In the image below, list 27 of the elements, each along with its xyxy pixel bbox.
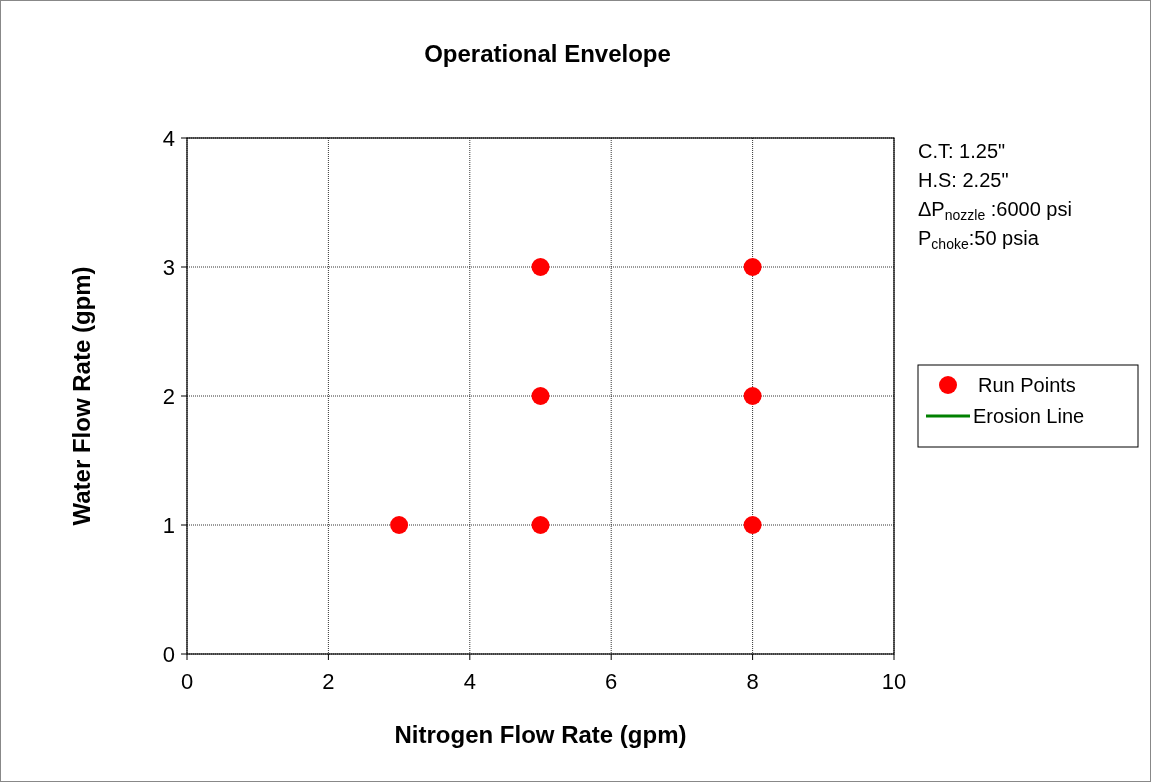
point — [743, 258, 762, 276]
x-tick-label: 8 — [746, 669, 759, 694]
x-tick-label: 0 — [180, 669, 194, 694]
text: C.T: 1.25" — [918, 140, 1006, 162]
y-tick-label: 1 — [162, 513, 175, 538]
x-tick-label: 10 — [881, 669, 907, 694]
y-tick-label: 3 — [162, 255, 175, 280]
point — [390, 516, 409, 534]
point — [743, 387, 762, 405]
y-tick-label: 2 — [162, 384, 175, 409]
text: ΔP$_{nozzle}$ :6000 psi — [918, 198, 1072, 223]
point — [531, 516, 550, 534]
x-tick-label: 4 — [463, 669, 476, 694]
text: H.S: 2.25" — [918, 169, 1009, 191]
point — [743, 516, 762, 534]
y-tick-label: 4 — [162, 126, 175, 151]
legend-label: Run Points — [978, 374, 1076, 396]
x-tick-label: 6 — [605, 669, 618, 694]
y-axis-title: Water Flow Rate (gpm) — [68, 266, 95, 526]
point — [531, 387, 550, 405]
y-tick-label: 0 — [162, 642, 175, 667]
x-axis-title: Nitrogen Flow Rate (gpm) — [394, 721, 687, 748]
text: P$_{choke}$:50 psia — [918, 227, 1040, 252]
x-tick-label: 2 — [322, 669, 335, 694]
legend-label: Erosion Line — [973, 405, 1085, 427]
chart-title: Operational Envelope — [424, 40, 671, 67]
point — [531, 258, 550, 276]
